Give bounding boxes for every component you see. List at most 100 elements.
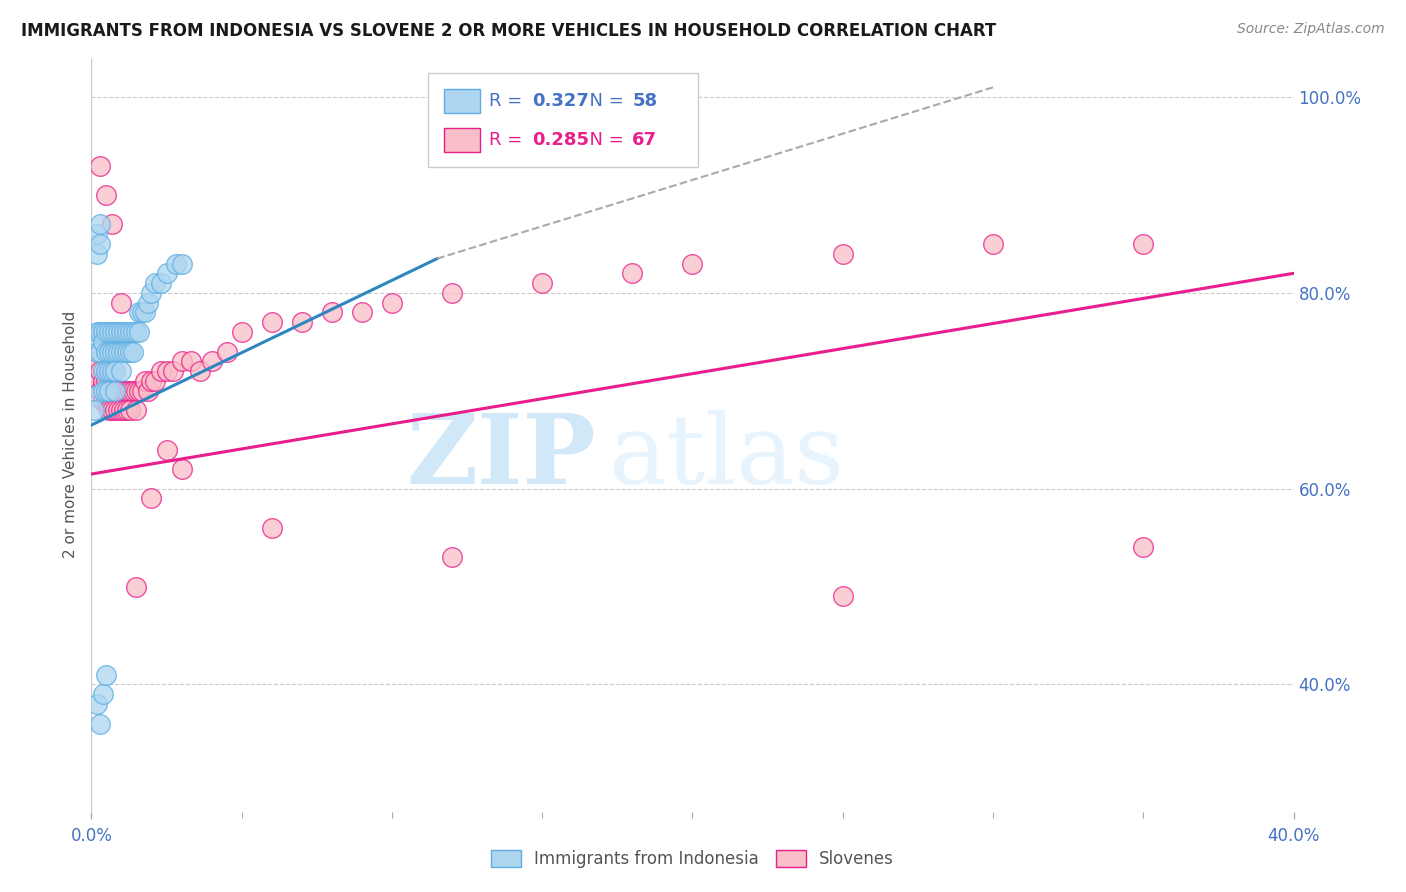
Point: [101, 344, 124, 359]
Text: ZIP: ZIP: [406, 410, 596, 505]
Point: [114, 344, 136, 359]
Point: [98, 344, 121, 359]
Point: [128, 384, 150, 398]
Point: [98, 384, 121, 398]
Bar: [444, 128, 479, 153]
Point: [86, 374, 108, 388]
Point: [981, 237, 1004, 252]
Point: [125, 403, 148, 417]
Point: [155, 442, 177, 457]
Point: [117, 384, 139, 398]
Point: [143, 374, 166, 388]
Point: [141, 374, 163, 388]
Text: 67: 67: [633, 131, 658, 149]
Point: [170, 256, 193, 270]
Point: [131, 384, 153, 398]
Point: [114, 384, 136, 398]
Point: [291, 315, 314, 329]
Point: [96, 188, 118, 202]
Point: [101, 218, 124, 232]
Point: [440, 285, 463, 300]
Point: [141, 491, 163, 506]
Point: [170, 354, 193, 368]
Point: [120, 403, 142, 417]
Point: [96, 384, 118, 398]
Point: [128, 325, 150, 339]
Point: [125, 325, 148, 339]
Point: [107, 403, 129, 417]
Point: [681, 256, 703, 270]
Point: [114, 325, 136, 339]
Text: N =: N =: [578, 131, 630, 149]
Point: [86, 246, 108, 260]
Point: [215, 344, 238, 359]
Point: [86, 325, 108, 339]
Point: [89, 364, 111, 378]
Point: [101, 325, 124, 339]
Point: [86, 227, 108, 242]
Point: [1132, 237, 1154, 252]
Point: [110, 325, 132, 339]
Text: atlas: atlas: [609, 410, 845, 505]
Point: [440, 550, 463, 565]
Point: [125, 384, 148, 398]
Point: [86, 354, 108, 368]
Point: [83, 384, 105, 398]
Point: [93, 393, 115, 408]
Point: [98, 403, 121, 417]
Point: [101, 364, 124, 378]
Point: [104, 384, 127, 398]
Point: [93, 374, 115, 388]
Point: [188, 364, 211, 378]
Point: [98, 384, 121, 398]
Point: [93, 334, 115, 349]
Point: [89, 218, 111, 232]
Point: [831, 246, 853, 260]
Point: [104, 364, 127, 378]
Point: [122, 325, 145, 339]
Point: [155, 364, 177, 378]
Point: [93, 384, 115, 398]
Point: [96, 393, 118, 408]
Point: [381, 295, 404, 310]
Point: [104, 325, 127, 339]
Point: [117, 325, 139, 339]
Text: 0.327: 0.327: [533, 92, 589, 110]
Point: [134, 374, 156, 388]
Point: [86, 344, 108, 359]
Point: [149, 364, 172, 378]
Point: [107, 344, 129, 359]
Point: [149, 276, 172, 290]
Point: [120, 344, 142, 359]
Point: [110, 344, 132, 359]
Point: [110, 403, 132, 417]
Point: [98, 325, 121, 339]
Point: [138, 295, 160, 310]
Point: [83, 403, 105, 417]
Point: [104, 344, 127, 359]
Point: [110, 384, 132, 398]
Point: [89, 159, 111, 173]
Point: [120, 384, 142, 398]
Point: [89, 716, 111, 731]
Point: [104, 403, 127, 417]
Text: Source: ZipAtlas.com: Source: ZipAtlas.com: [1237, 22, 1385, 37]
Point: [96, 374, 118, 388]
Point: [110, 295, 132, 310]
Legend: Immigrants from Indonesia, Slovenes: Immigrants from Indonesia, Slovenes: [484, 844, 901, 875]
Point: [621, 266, 644, 280]
Point: [89, 325, 111, 339]
Point: [125, 580, 148, 594]
Point: [201, 354, 224, 368]
Point: [1132, 541, 1154, 555]
Point: [155, 266, 177, 280]
Point: [93, 687, 115, 701]
Point: [117, 344, 139, 359]
Point: [122, 384, 145, 398]
Point: [89, 237, 111, 252]
Point: [134, 305, 156, 319]
Point: [138, 384, 160, 398]
Text: IMMIGRANTS FROM INDONESIA VS SLOVENE 2 OR MORE VEHICLES IN HOUSEHOLD CORRELATION: IMMIGRANTS FROM INDONESIA VS SLOVENE 2 O…: [21, 22, 997, 40]
Text: 58: 58: [633, 92, 658, 110]
Point: [86, 697, 108, 711]
